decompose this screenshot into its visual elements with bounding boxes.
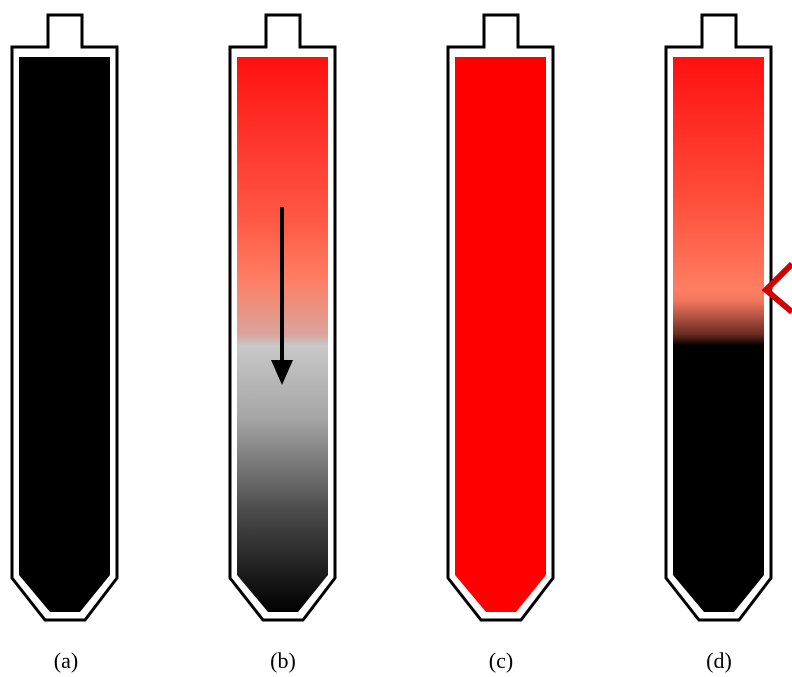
panel-label-b: (b) (270, 648, 296, 673)
tube-d-fill (673, 57, 764, 612)
tube-a: (a) (10, 13, 119, 673)
tube-c-fill (455, 57, 546, 612)
tube-c: (c) (446, 13, 555, 673)
tube-a-fill (19, 57, 110, 612)
tube-b: (b) (228, 13, 337, 673)
tube-d: (d) (664, 13, 792, 673)
down-arrow-icon (271, 207, 293, 385)
panel-label-a: (a) (54, 648, 78, 673)
panel-label-c: (c) (489, 648, 513, 673)
panel-label-d: (d) (706, 648, 732, 673)
left-chevron-icon (761, 261, 792, 315)
